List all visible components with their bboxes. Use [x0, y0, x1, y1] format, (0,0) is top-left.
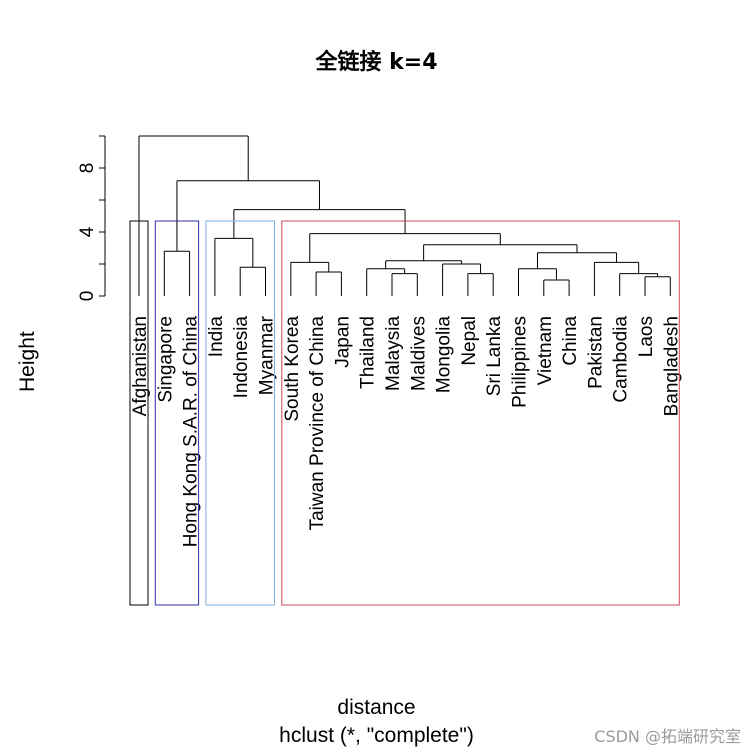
leaf-label: India	[206, 316, 227, 358]
leaf-label: Afghanistan	[130, 316, 151, 416]
leaf-label: Vietnam	[535, 316, 556, 385]
cluster-box	[129, 220, 149, 606]
watermark-text: CSDN @拓端研究室	[594, 727, 741, 746]
leaf-label: South Korea	[282, 316, 303, 422]
leaf-label: China	[560, 316, 581, 366]
x-axis-label: distance	[337, 696, 416, 719]
leaf-label: Sri Lanka	[484, 316, 505, 397]
y-axis-label: Height	[16, 331, 39, 392]
y-tick-label: 8	[77, 163, 98, 174]
leaf-label: Pakistan	[585, 316, 606, 389]
cluster-box	[154, 220, 200, 606]
leaf-label: Malaysia	[383, 316, 404, 391]
leaf-label: Japan	[332, 316, 353, 368]
leaf-label: Taiwan Province of China	[307, 316, 328, 531]
leaf-label: Laos	[636, 316, 657, 357]
y-tick-label: 0	[77, 291, 98, 302]
leaf-label: Singapore	[155, 316, 176, 403]
leaf-label: Mongolia	[434, 316, 455, 394]
leaf-label: Nepal	[459, 316, 480, 366]
leaf-label: Bangladesh	[661, 316, 682, 416]
cluster-box	[205, 220, 275, 606]
cluster-box	[281, 220, 680, 606]
method-sublabel: hclust (*, "complete")	[279, 724, 474, 747]
y-tick-label: 4	[77, 226, 98, 237]
leaf-label: Maldives	[408, 316, 429, 391]
leaf-label: Thailand	[358, 316, 379, 389]
leaf-label: Indonesia	[231, 316, 252, 399]
leaf-label: Myanmar	[257, 315, 278, 395]
chart-title: 全链接 k=4	[315, 50, 438, 75]
leaf-label: Philippines	[510, 316, 531, 408]
leaf-label: Cambodia	[611, 316, 632, 403]
leaf-label: Hong Kong S.A.R. of China	[181, 316, 202, 548]
